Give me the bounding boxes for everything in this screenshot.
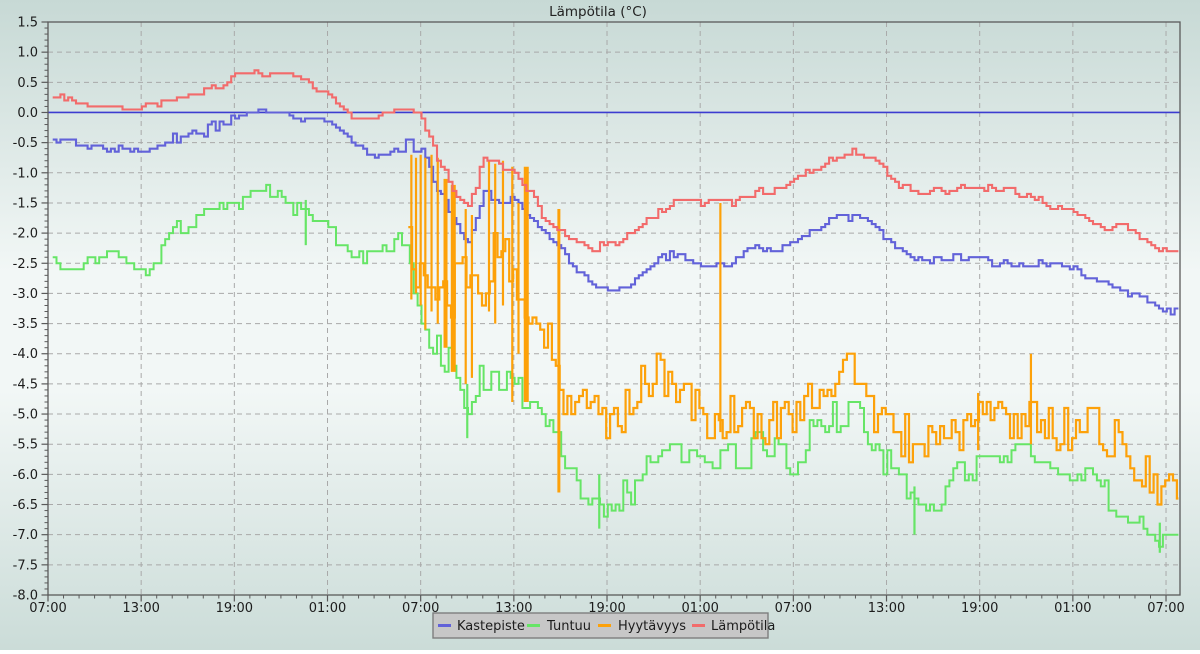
legend-label-hyytavyys: Hyytävyys	[618, 619, 686, 634]
svg-text:-6.0: -6.0	[13, 468, 38, 483]
svg-text:13:00: 13:00	[122, 601, 159, 616]
svg-text:-5.0: -5.0	[13, 408, 38, 423]
svg-text:-2.0: -2.0	[13, 227, 38, 242]
legend-label-kastepiste: Kastepiste	[457, 619, 525, 634]
svg-text:01:00: 01:00	[681, 601, 718, 616]
svg-text:-0.5: -0.5	[13, 136, 38, 151]
svg-text:-4.5: -4.5	[13, 377, 38, 392]
svg-text:-8.0: -8.0	[13, 589, 38, 604]
grid-layer	[48, 22, 1180, 595]
legend-label-tuntuu: Tuntuu	[546, 619, 591, 634]
svg-text:-1.5: -1.5	[13, 196, 38, 211]
svg-text:-4.0: -4.0	[13, 347, 38, 362]
svg-text:07:00: 07:00	[1147, 601, 1184, 616]
svg-text:19:00: 19:00	[588, 601, 625, 616]
svg-text:19:00: 19:00	[216, 601, 253, 616]
series-layer	[48, 69, 1180, 553]
svg-text:13:00: 13:00	[495, 601, 532, 616]
svg-text:-2.5: -2.5	[13, 257, 38, 272]
svg-text:01:00: 01:00	[309, 601, 346, 616]
svg-text:-5.5: -5.5	[13, 438, 38, 453]
svg-text:13:00: 13:00	[868, 601, 905, 616]
legend: Kastepiste Tuntuu Hyytävyys Lämpötila	[432, 612, 775, 639]
svg-text:-6.5: -6.5	[13, 498, 38, 513]
legend-label-lampotila: Lämpötila	[711, 619, 775, 634]
svg-text:07:00: 07:00	[775, 601, 812, 616]
svg-text:07:00: 07:00	[402, 601, 439, 616]
svg-text:01:00: 01:00	[1054, 601, 1091, 616]
svg-text:-7.0: -7.0	[13, 528, 38, 543]
svg-text:07:00: 07:00	[29, 601, 66, 616]
svg-text:-3.0: -3.0	[13, 287, 38, 302]
svg-text:-3.5: -3.5	[13, 317, 38, 332]
svg-text:-1.0: -1.0	[13, 166, 38, 181]
svg-text:1.5: 1.5	[17, 16, 38, 31]
svg-text:1.0: 1.0	[17, 46, 38, 61]
svg-text:19:00: 19:00	[961, 601, 998, 616]
axes: 07:00 13:00 19:00 01:00 07:00 13:00 19:00 01:00…	[13, 16, 1185, 617]
svg-text:0.0: 0.0	[17, 106, 38, 121]
svg-text:-7.5: -7.5	[13, 558, 38, 573]
svg-text:0.5: 0.5	[17, 76, 38, 91]
chart-title: Lämpötila (°C)	[549, 4, 647, 20]
